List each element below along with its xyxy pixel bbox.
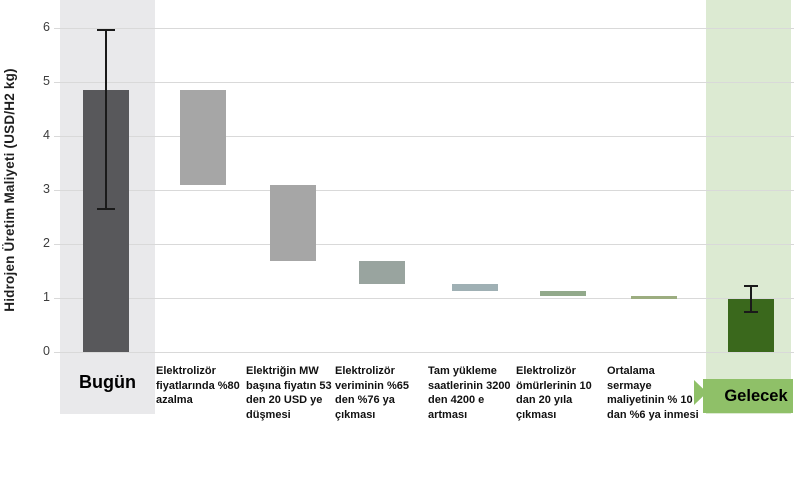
category-label: Tam yükleme saatlerinin 3200 den 4200 e … xyxy=(428,365,511,421)
category-label: Elektrolizör ömürlerinin 10 dan 20 yıla … xyxy=(516,365,592,421)
y-axis-title: Hidrojen Üretim Maliyeti (USD/H2 kg) xyxy=(2,68,17,312)
y-tick-label: 0 xyxy=(43,344,50,358)
gridline xyxy=(54,352,794,353)
future-label: Gelecek xyxy=(724,386,788,405)
future-ribbon: Gelecek xyxy=(694,379,794,413)
waterfall-bar xyxy=(270,184,316,262)
waterfall-bar xyxy=(631,295,677,300)
today-label: Bugün xyxy=(79,372,136,392)
error-bar-cap xyxy=(97,207,115,210)
waterfall-bar xyxy=(359,261,405,284)
y-tick-label: 5 xyxy=(43,74,50,88)
category-label: Elektriğin MW başına fiyatın 53 den 20 U… xyxy=(246,365,332,421)
error-bar-cap xyxy=(744,310,758,313)
gridline xyxy=(54,136,794,137)
y-tick-label: 3 xyxy=(43,182,50,196)
error-bar xyxy=(750,286,752,312)
future-ribbon-body: Gelecek xyxy=(703,379,793,413)
y-tick-label: 1 xyxy=(43,290,50,304)
error-bar-cap xyxy=(97,28,115,31)
waterfall-bar xyxy=(180,90,226,185)
error-bar-cap xyxy=(744,285,758,288)
category-label: Ortalama sermaye maliyetinin % 10 dan %6… xyxy=(607,365,699,421)
category-label: Elektrolizör fiyatlarında %80 azalma xyxy=(156,365,240,407)
y-tick-label: 2 xyxy=(43,236,50,250)
waterfall-bar xyxy=(452,283,498,291)
waterfall-bar xyxy=(540,290,586,296)
gridline xyxy=(54,298,794,299)
gridline xyxy=(54,190,794,191)
gridline xyxy=(54,82,794,83)
ribbon-tail-icon xyxy=(694,380,707,405)
category-label: Elektrolizör veriminin %65 den %76 ya çı… xyxy=(335,365,409,421)
error-bar xyxy=(105,29,107,209)
y-tick-label: 6 xyxy=(43,20,50,34)
gridline xyxy=(54,244,794,245)
gridline xyxy=(54,28,794,29)
y-tick-label: 4 xyxy=(43,128,50,142)
